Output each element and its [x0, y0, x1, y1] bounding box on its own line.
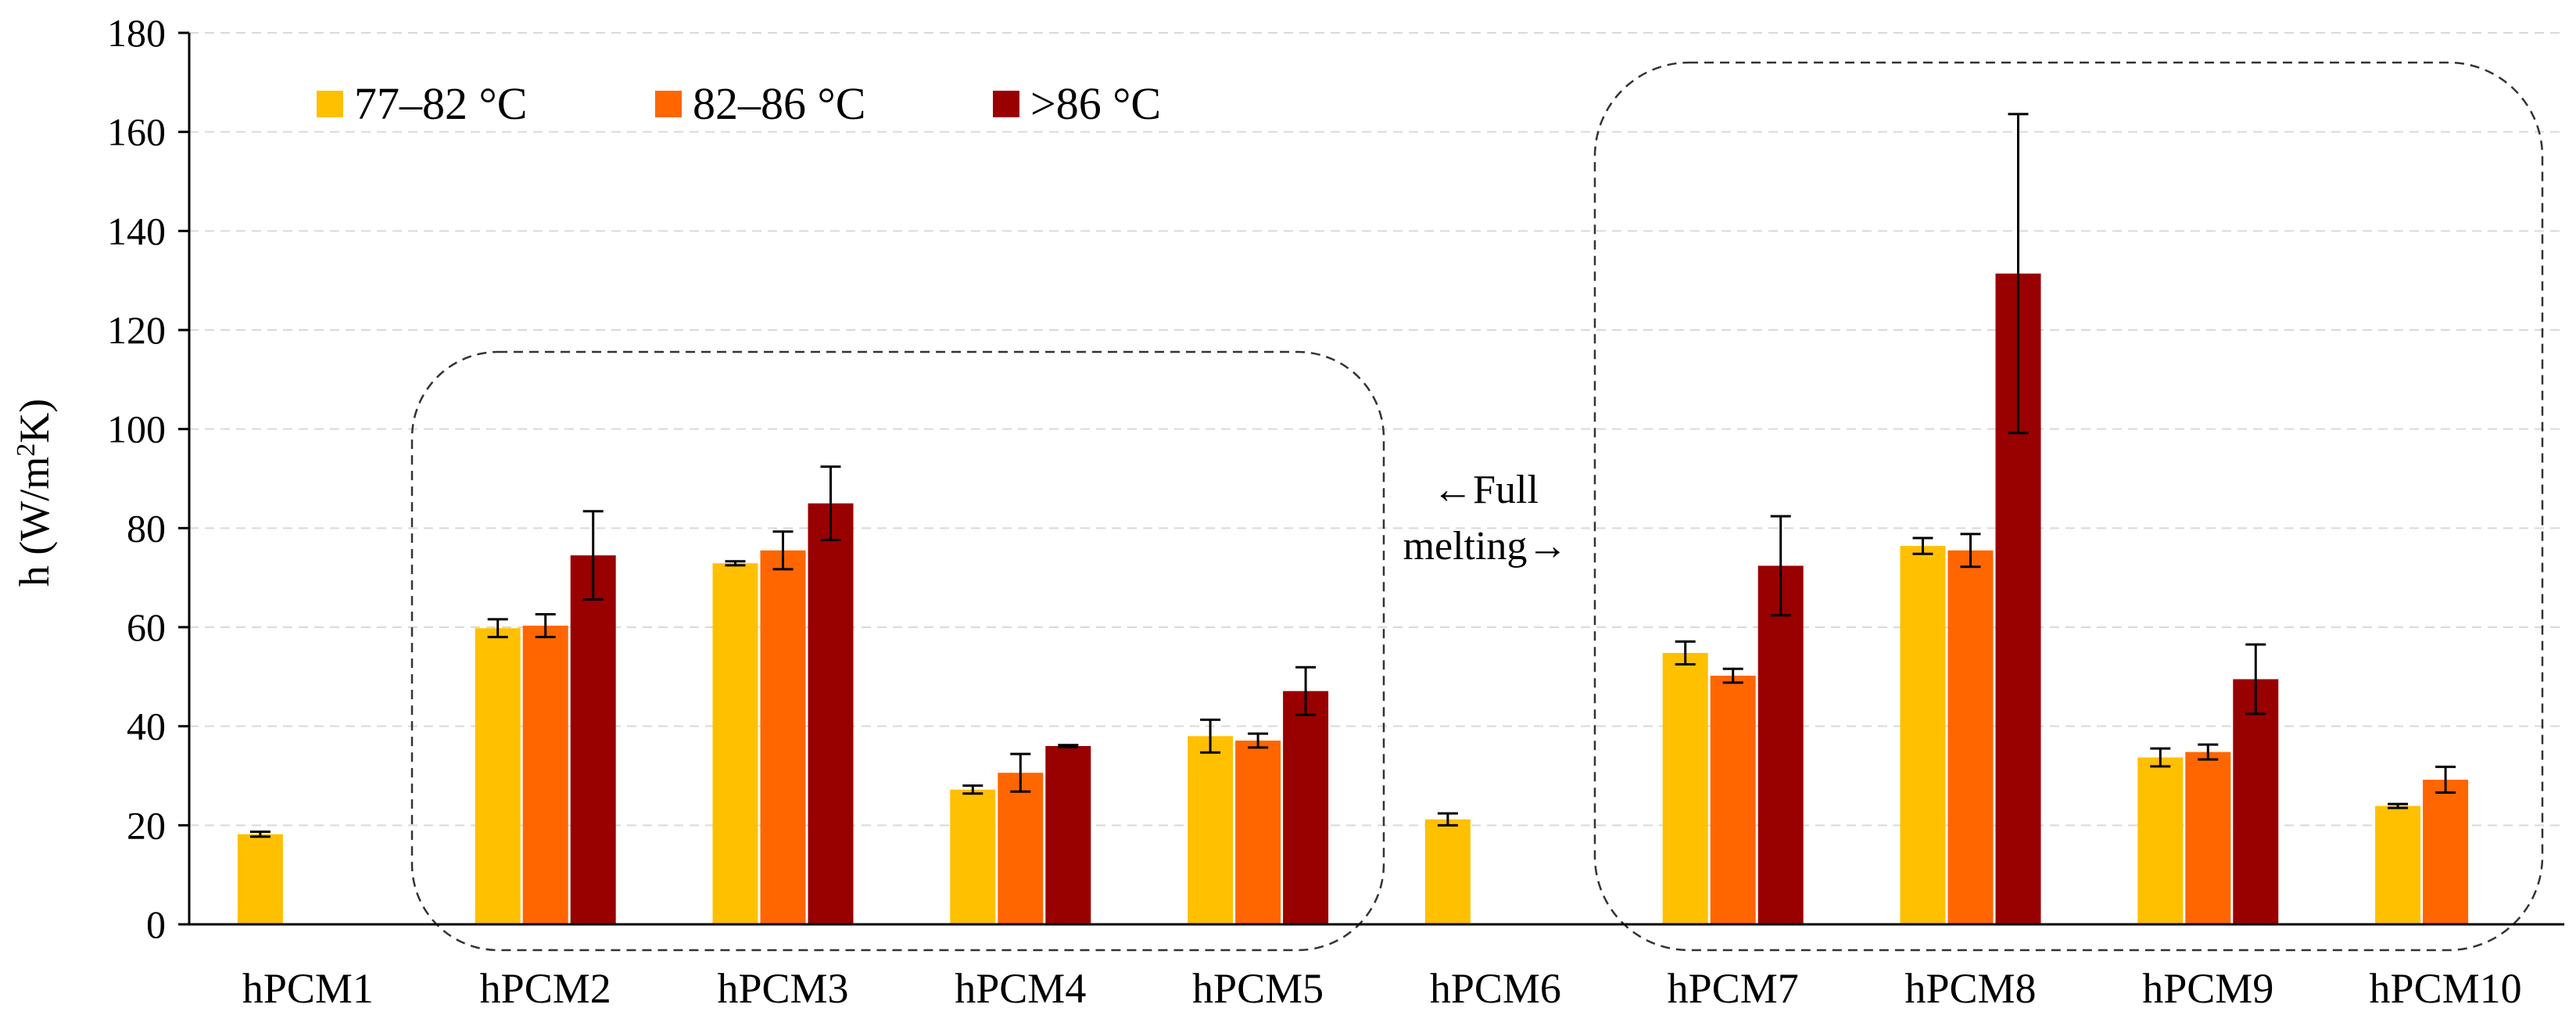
category-label-hPCM8: hPCM8	[1904, 965, 2036, 1012]
bar-hPCM2-series-3	[570, 555, 616, 924]
legend-label-series-3: >86 °C	[1030, 78, 1161, 129]
y-tick-labels: 0 20 40 60 80 100 120 140 160 180	[107, 11, 189, 946]
y-tick-label: 100	[107, 407, 166, 451]
category-label-hPCM3: hPCM3	[717, 965, 848, 1012]
y-tick-label: 140	[107, 209, 166, 253]
bar-hPCM7-series-2	[1710, 676, 1756, 924]
category-label-hPCM9: hPCM9	[2142, 965, 2273, 1012]
legend: 77–82 °C 82–86 °C >86 °C	[317, 78, 1161, 129]
group-box-right	[1593, 61, 2544, 952]
error-bars	[249, 113, 2456, 838]
axes	[188, 33, 2564, 926]
bar-hPCM7-series-3	[1757, 565, 1804, 924]
category-label-hPCM10: hPCM10	[2370, 965, 2522, 1012]
bar-hPCM5-series-1	[1188, 736, 1234, 924]
legend-swatch-series-1	[317, 91, 343, 117]
category-label-hPCM7: hPCM7	[1668, 965, 1799, 1012]
bar-hPCM7-series-1	[1662, 652, 1708, 924]
group-box-left	[410, 350, 1385, 952]
category-labels: hPCM1 hPCM2 hPCM3 hPCM4 hPCM5 hPCM6 hPCM7 hPCM8…	[242, 965, 2522, 1012]
y-tick-label: 160	[107, 110, 166, 154]
full-melting-annotation-line1: ←Full	[1432, 468, 1539, 512]
bar-hPCM5-series-2	[1235, 741, 1281, 924]
bar-hPCM10-series-2	[2423, 780, 2469, 924]
bar-hPCM10-series-1	[2375, 805, 2421, 924]
legend-swatch-series-2	[655, 91, 682, 117]
grouping-boxes	[410, 61, 2544, 952]
bar-hPCM3-series-3	[808, 503, 854, 924]
bar-hPCM4-series-3	[1045, 746, 1091, 924]
category-label-hPCM5: hPCM5	[1192, 965, 1324, 1012]
category-label-hPCM1: hPCM1	[242, 965, 374, 1012]
legend-label-series-2: 82–86 °C	[693, 78, 865, 129]
y-axis-title: h (W/m2K)	[11, 399, 58, 587]
bar-hPCM3-series-1	[712, 563, 758, 924]
y-tick-label: 80	[127, 506, 166, 550]
y-axis-title-superscript: 2	[12, 443, 41, 457]
y-tick-label: 20	[127, 803, 166, 847]
legend-swatch-series-3	[993, 91, 1019, 117]
bar-hPCM6-series-1	[1424, 819, 1471, 924]
bar-hPCM2-series-2	[522, 626, 568, 924]
bar-hPCM1-series-1	[237, 834, 283, 924]
bar-hPCM5-series-3	[1283, 691, 1329, 924]
bar-hPCM3-series-2	[760, 550, 806, 924]
category-label-hPCM6: hPCM6	[1430, 965, 1561, 1012]
bar-hPCM2-series-1	[475, 628, 521, 924]
bar-hPCM4-series-1	[950, 789, 996, 924]
y-tick-label: 60	[127, 605, 166, 649]
y-tick-label: 120	[107, 308, 166, 352]
bar-hPCM8-series-2	[1947, 550, 1994, 924]
y-tick-label: 0	[146, 902, 166, 946]
legend-label-series-1: 77–82 °C	[354, 78, 527, 129]
bar-hPCM4-series-2	[998, 773, 1044, 924]
full-melting-annotation-line2: melting→	[1403, 524, 1568, 569]
category-label-hPCM2: hPCM2	[480, 965, 611, 1012]
bar-hPCM9-series-1	[2137, 757, 2184, 924]
bar-hPCM9-series-3	[2233, 679, 2279, 924]
y-tick-label: 40	[127, 705, 166, 748]
bars	[237, 273, 2469, 924]
y-tick-label: 180	[107, 11, 166, 55]
category-label-hPCM4: hPCM4	[955, 965, 1086, 1012]
bar-hPCM9-series-2	[2185, 752, 2231, 924]
bar-hPCM8-series-1	[1900, 546, 1946, 924]
